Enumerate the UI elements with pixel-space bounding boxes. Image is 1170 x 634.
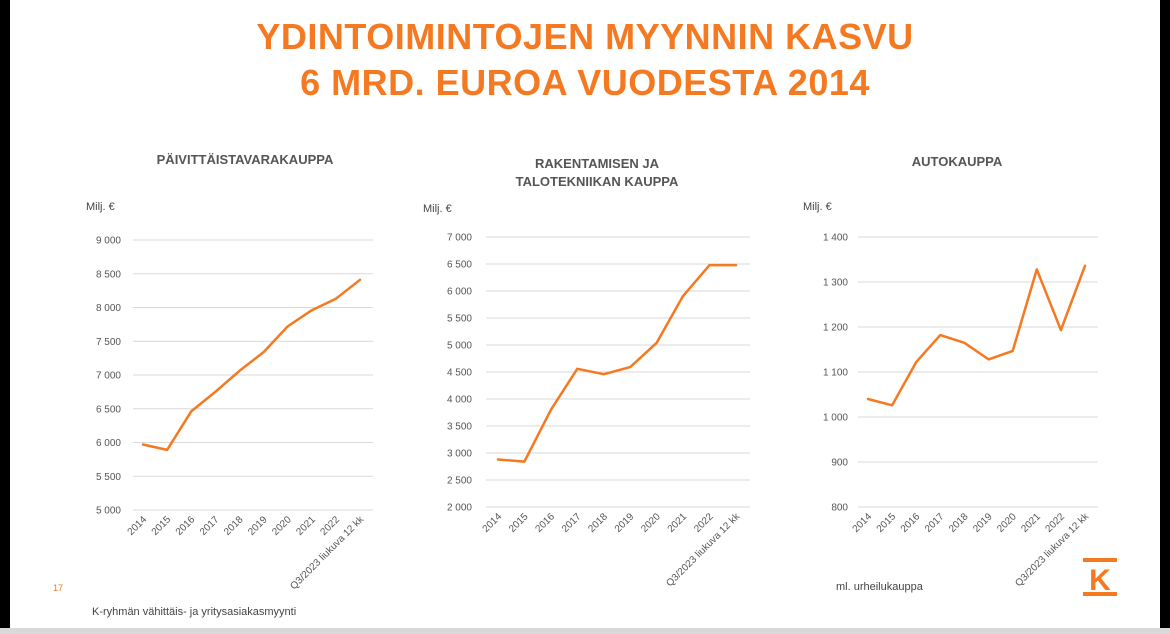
chart-3-ytick-label: 1 300 bbox=[823, 278, 848, 289]
chart-2-ytick-label: 5 000 bbox=[447, 341, 472, 352]
chart-3-xtick-label: 2017 bbox=[923, 511, 947, 535]
chart-3-xtick-label: 2018 bbox=[947, 511, 971, 535]
chart-1-ytick-label: 6 000 bbox=[96, 438, 121, 449]
chart-3-xtick-label: 2020 bbox=[995, 511, 1019, 535]
logo-letter: K bbox=[1089, 564, 1111, 596]
chart-2-unit-label: Milj. € bbox=[423, 203, 452, 215]
chart-2-xtick-label: 2020 bbox=[639, 511, 663, 535]
chart-1-xtick-label: 2015 bbox=[150, 514, 174, 538]
chart-2-ytick-label: 2 500 bbox=[447, 476, 472, 487]
chart-3-xtick-label: 2016 bbox=[899, 511, 923, 535]
chart-3-title-line-1: AUTOKAUPPA bbox=[912, 154, 1003, 169]
chart-2-ytick-label: 6 500 bbox=[447, 260, 472, 271]
chart-3-ytick-label: 1 400 bbox=[823, 233, 848, 244]
chart-2-xtick-label: 2015 bbox=[507, 511, 531, 535]
chart-3-ytick-label: 900 bbox=[831, 458, 848, 469]
chart-3-ytick-label: 1 000 bbox=[823, 413, 848, 424]
chart-1-ytick-label: 8 000 bbox=[96, 303, 121, 314]
chart-1-ytick-label: 9 000 bbox=[96, 236, 121, 247]
chart-1-series-line bbox=[141, 278, 362, 452]
chart-3-xtick-label: 2021 bbox=[1019, 511, 1043, 535]
chart-1-xtick-label: 2018 bbox=[222, 514, 246, 538]
logo-top-bar bbox=[1083, 558, 1117, 562]
chart-2-xtick-label: 2018 bbox=[586, 511, 610, 535]
bottom-strip bbox=[0, 628, 1170, 634]
chart-1-title-line-1: PÄIVITTÄISTAVARAKAUPPA bbox=[157, 152, 334, 167]
chart-3-series-line bbox=[866, 264, 1087, 407]
chart-2-xtick-label: 2014 bbox=[481, 511, 505, 535]
charts-area: PÄIVITTÄISTAVARAKAUPPA Milj. € 5 000 5 500 6… bbox=[86, 152, 1098, 592]
chart-1-xtick-label: 2019 bbox=[246, 514, 270, 538]
chart-2-series-line bbox=[496, 263, 738, 463]
chart-2-ytick-label: 6 000 bbox=[447, 287, 472, 298]
slide-title: YDINTOIMINTOJEN MYYNNIN KASVU 6 MRD. EUR… bbox=[10, 14, 1160, 106]
chart-2-ytick-label: 4 500 bbox=[447, 368, 472, 379]
title-line-2: 6 MRD. EUROA VUODESTA 2014 bbox=[300, 62, 870, 103]
chart-1-ytick-label: 5 500 bbox=[96, 472, 121, 483]
footnote-autokauppa: ml. urheilukauppa bbox=[836, 581, 923, 593]
chart-3-unit-label: Milj. € bbox=[803, 201, 832, 213]
chart-2-xtick-label: 2016 bbox=[533, 511, 557, 535]
logo-bottom-bar bbox=[1083, 592, 1117, 596]
chart-2-xtick-label: 2022 bbox=[692, 511, 716, 535]
chart-1-ytick-label: 7 500 bbox=[96, 337, 121, 348]
chart-2-xtick-label: 2017 bbox=[560, 511, 584, 535]
chart-2-ytick-label: 5 500 bbox=[447, 314, 472, 325]
chart-2-ytick-label: 7 000 bbox=[447, 233, 472, 244]
title-line-1: YDINTOIMINTOJEN MYYNNIN KASVU bbox=[256, 16, 914, 57]
chart-3-xtick-label: 2015 bbox=[875, 511, 899, 535]
chart-3-ytick-label: 800 bbox=[831, 503, 848, 514]
chart-2-ytick-label: 4 000 bbox=[447, 395, 472, 406]
chart-1-xtick-label: 2017 bbox=[198, 514, 222, 538]
chart-3-xtick-label: 2014 bbox=[851, 511, 875, 535]
chart-3-ytick-label: 1 100 bbox=[823, 368, 848, 379]
chart-2-title-line-1: RAKENTAMISEN JA bbox=[535, 156, 660, 171]
chart-3-xtick-label: 2019 bbox=[971, 511, 995, 535]
chart-1-xtick-label: 2020 bbox=[270, 514, 294, 538]
chart-1-xtick-label: 2014 bbox=[126, 514, 150, 538]
chart-1-xtick-label: 2016 bbox=[174, 514, 198, 538]
chart-1-xtick-label: 2021 bbox=[294, 514, 318, 538]
slide: YDINTOIMINTOJEN MYYNNIN KASVU 6 MRD. EUR… bbox=[10, 0, 1160, 628]
chart-2-xtick-label: 2019 bbox=[613, 511, 637, 535]
chart-1-unit-label: Milj. € bbox=[86, 201, 115, 213]
chart-1-ytick-label: 8 500 bbox=[96, 269, 121, 280]
chart-2-title-line-2: TALOTEKNIIKAN KAUPPA bbox=[516, 174, 679, 189]
page-number: 17 bbox=[53, 583, 64, 593]
chart-2-ytick-label: 3 000 bbox=[447, 449, 472, 460]
chart-2-xtick-label: 2021 bbox=[666, 511, 690, 535]
chart-1-ytick-label: 5 000 bbox=[96, 506, 121, 517]
chart-3-ytick-label: 1 200 bbox=[823, 323, 848, 334]
chart-2-ytick-label: 3 500 bbox=[447, 422, 472, 433]
chart-2-ytick-label: 2 000 bbox=[447, 503, 472, 514]
footnote-source: K-ryhmän vähittäis- ja yritysasiakasmyyn… bbox=[92, 606, 297, 618]
chart-1-ytick-label: 6 500 bbox=[96, 404, 121, 415]
k-group-logo: K bbox=[1083, 558, 1117, 596]
chart-1-ytick-label: 7 000 bbox=[96, 371, 121, 382]
